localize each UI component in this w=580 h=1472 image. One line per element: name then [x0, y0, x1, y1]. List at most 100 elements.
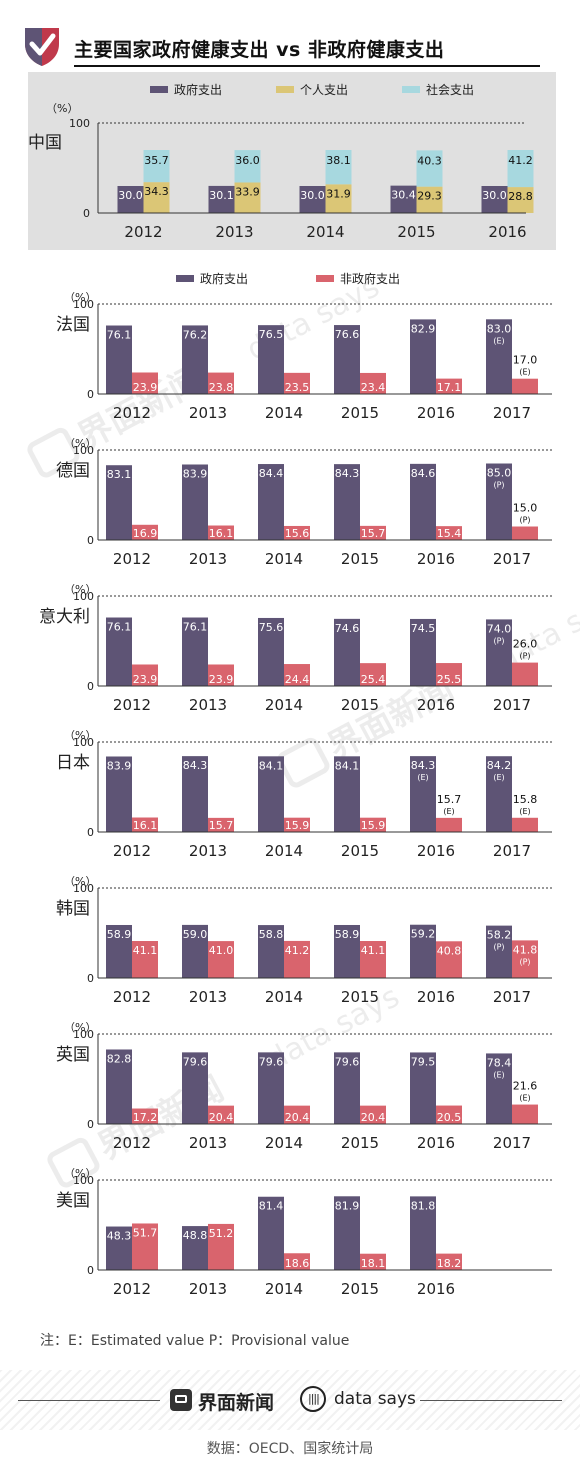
value-label-gov: 84.3 [183, 759, 208, 772]
bar-gov [486, 319, 512, 394]
x-tick-label: 2013 [189, 696, 227, 714]
value-label-nongov: 15.6 [285, 527, 310, 540]
value-label-nongov: 51.7 [133, 1226, 158, 1239]
y-tick-label: 0 [87, 388, 94, 401]
country-label: 韩国 [56, 899, 90, 919]
value-label-nongov: 15.4 [437, 527, 462, 540]
y-unit-label: （%） [64, 291, 96, 304]
bar-gov [410, 924, 436, 978]
value-label-social: 35.7 [144, 154, 169, 167]
bar-nongov [360, 663, 386, 686]
value-label-social: 38.1 [326, 154, 351, 167]
x-tick-label: 2013 [215, 223, 253, 241]
value-label-gov: 30.4 [391, 189, 416, 202]
x-tick-label: 2012 [113, 988, 151, 1006]
data-says-logo-icon: |||| [300, 1386, 326, 1412]
bar-gov [258, 1196, 284, 1270]
chart-日本: （%）100 0 日本 83.9 16.1 2012 84.3 15.7 2013 84.1 15.… [56, 729, 552, 860]
value-label-nongov: 18.1 [361, 1257, 386, 1270]
value-label-gov: 58.9 [335, 928, 360, 941]
value-label-nongov: 41.1 [133, 944, 158, 957]
bar-gov [106, 756, 132, 832]
value-label-gov: 82.9 [411, 322, 436, 335]
chart-美国: （%）100 0 美国 48.3 51.7 2012 48.8 51.2 2013 81.4 18.… [56, 1167, 552, 1298]
bar-nongov [132, 1108, 158, 1124]
data-source: 数据：OECD、国家统计局 [206, 1441, 374, 1457]
bar-nongov [360, 1253, 386, 1270]
value-label-nongov: 26.0 [513, 638, 538, 651]
y-tick-label: 0 [87, 680, 94, 693]
bar-gov [410, 463, 436, 540]
country-label: 美国 [56, 1191, 90, 1211]
bar-gov [258, 756, 284, 832]
x-tick-label: 2014 [265, 1134, 303, 1152]
bar-gov [334, 464, 360, 540]
bar-nongov [360, 941, 386, 978]
bar-gov [410, 1052, 436, 1124]
bar-nongov [132, 941, 158, 978]
country-label: 法国 [56, 315, 90, 335]
value-label-gov: 85.0 [487, 467, 512, 480]
bar-gov [182, 617, 208, 686]
x-tick-label: 2012 [113, 550, 151, 568]
bar-gov [106, 1226, 132, 1270]
value-label-gov: 75.6 [259, 621, 284, 634]
legend-label: 非政府支出 [340, 271, 400, 286]
legend-gov-nongov: 政府支出 非政府支出 [176, 271, 400, 286]
jiemian-logo-icon [170, 1389, 192, 1411]
value-label-nongov: 40.8 [437, 944, 462, 957]
value-label-nongov: 25.4 [361, 673, 386, 686]
x-tick-label: 2017 [493, 842, 531, 860]
bar-gov [182, 1226, 208, 1270]
value-label-social: 36.0 [235, 154, 260, 167]
bar-gov [486, 1053, 512, 1124]
value-label-gov: 48.3 [107, 1230, 132, 1243]
value-label-nongov: 23.9 [133, 673, 158, 686]
bar-gov [182, 325, 208, 394]
bar-gov [299, 186, 326, 213]
value-label-gov: 78.4 [487, 1056, 512, 1069]
bar-nongov [208, 1223, 234, 1270]
x-tick-label: 2012 [113, 1134, 151, 1152]
legend-label: 政府支出 [174, 82, 222, 97]
bar-gov [410, 1196, 436, 1270]
value-label-gov: 76.1 [107, 621, 132, 634]
bar-personal [143, 182, 170, 213]
x-tick-label: 2013 [189, 550, 227, 568]
y-unit-label: （%） [64, 1021, 96, 1034]
bar-gov [334, 1052, 360, 1124]
value-label-gov: 84.6 [411, 467, 436, 480]
value-label-nongov: 15.9 [285, 819, 310, 832]
x-tick-label: 2013 [189, 988, 227, 1006]
y-tick-label: 0 [87, 1118, 94, 1131]
bar-social [325, 150, 352, 185]
bar-nongov [208, 664, 234, 686]
y-unit-label: （%） [64, 437, 96, 450]
bar-nongov [512, 378, 538, 394]
value-label-nongov: 23.4 [361, 381, 386, 394]
value-label-gov: 81.8 [411, 1199, 436, 1212]
legend-swatch [316, 275, 334, 282]
bar-gov [258, 464, 284, 540]
x-tick-label: 2015 [341, 842, 379, 860]
value-label-gov: 76.6 [335, 328, 360, 341]
bar-nongov [132, 817, 158, 832]
value-label-nongov: 17.1 [437, 381, 462, 394]
value-label-gov: 76.2 [183, 328, 208, 341]
y-tick-label: 100 [73, 882, 94, 895]
x-tick-label: 2015 [341, 1134, 379, 1152]
y-tick-label: 100 [73, 736, 94, 749]
bar-nongov [512, 817, 538, 832]
value-label-nongov: 15.8 [513, 793, 538, 806]
y-unit-label: （%） [64, 875, 96, 888]
y-tick-label: 0 [87, 826, 94, 839]
value-label-gov: 83.9 [183, 467, 208, 480]
x-tick-label: 2012 [113, 842, 151, 860]
value-label-nongov: 41.0 [209, 944, 234, 957]
x-tick-label: 2013 [189, 842, 227, 860]
value-label-gov: 81.9 [335, 1199, 360, 1212]
value-label-social: 41.2 [508, 154, 533, 167]
value-label-gov: 81.4 [259, 1200, 284, 1213]
y-tick-label: 100 [73, 444, 94, 457]
x-tick-label: 2012 [113, 696, 151, 714]
